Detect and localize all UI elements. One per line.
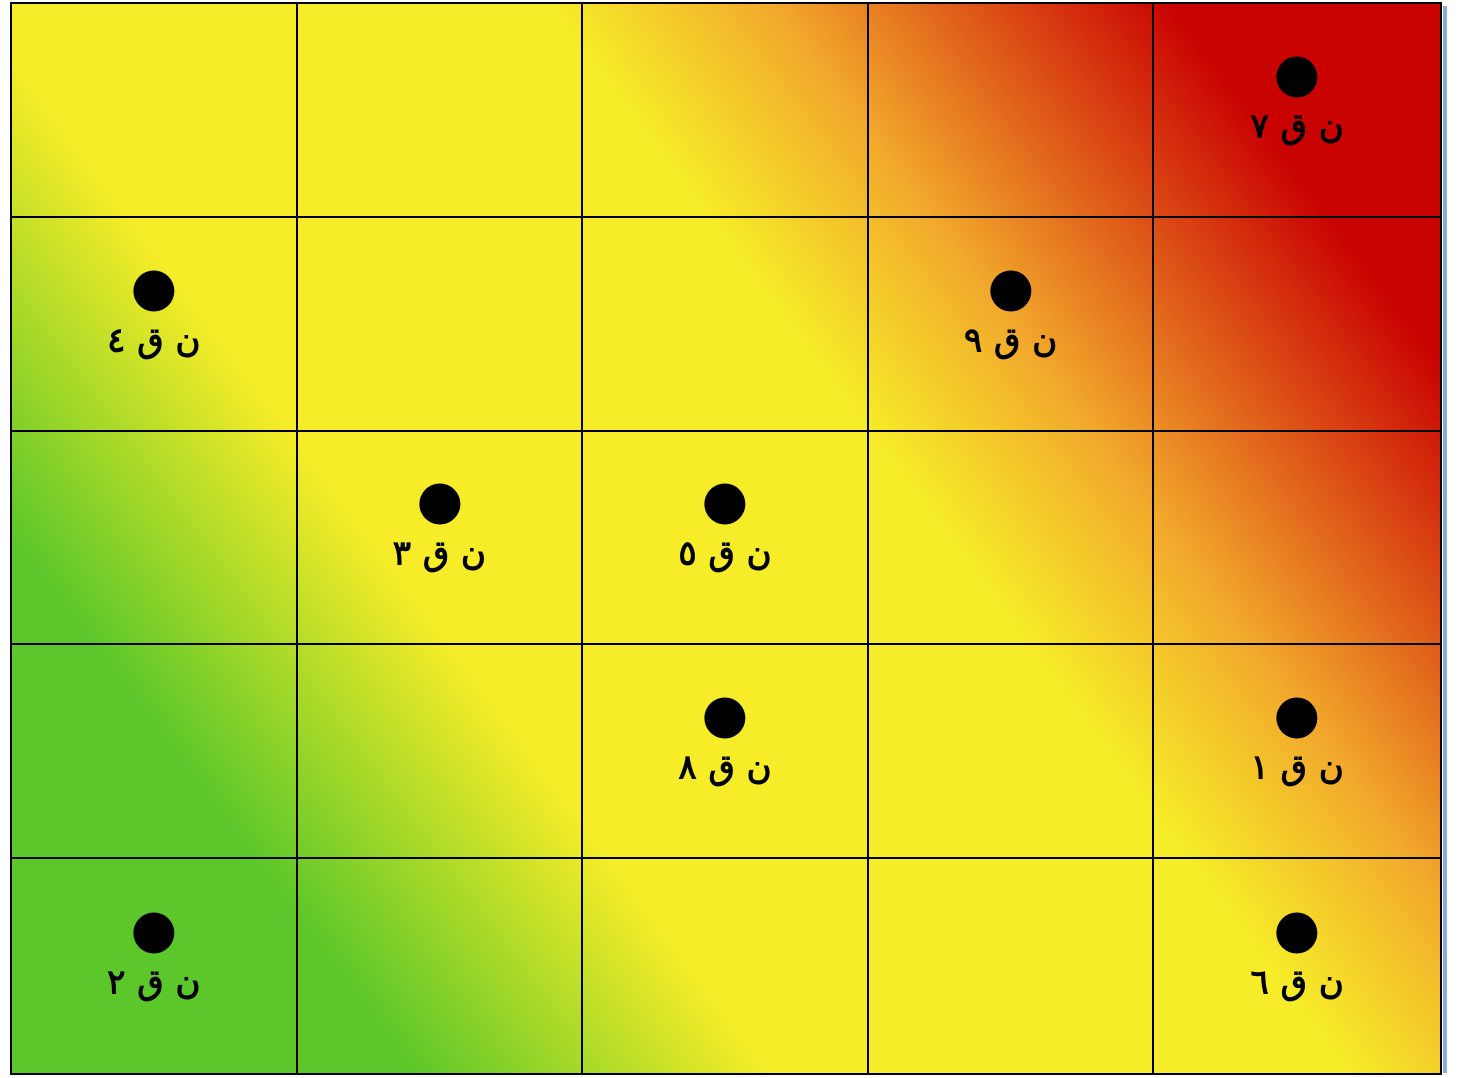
grid-cell: ن ق ١	[1154, 645, 1440, 860]
grid-cell	[583, 859, 869, 1073]
grid-cell: ن ق ٧	[1154, 4, 1440, 218]
risk-marker: ن ق ٩	[964, 270, 1057, 357]
marker-dot	[133, 912, 175, 954]
marker-dot	[1276, 912, 1318, 954]
grid-cell: ن ق ٤	[12, 217, 298, 432]
marker-label: ن ق ٨	[678, 747, 772, 788]
grid-cell	[1154, 432, 1440, 646]
grid-cell	[868, 431, 1155, 646]
grid-cell	[297, 217, 584, 432]
risk-marker: ن ق ٨	[678, 697, 772, 788]
grid-cell	[12, 431, 298, 646]
grid-cell	[869, 859, 1155, 1073]
heatmap-gradient-background	[12, 4, 1440, 1073]
risk-marker: ن ق ٧	[1251, 56, 1344, 143]
grid-cell	[583, 217, 869, 432]
grid-cell: ن ق ٣	[297, 431, 584, 646]
marker-dot	[704, 483, 746, 525]
marker-dot	[418, 483, 460, 525]
risk-marker: ن ق ١	[1250, 697, 1344, 788]
marker-label: ن ق ٦	[1250, 962, 1344, 1003]
grid-cell	[297, 4, 584, 218]
risk-marker: ن ق ٦	[1250, 912, 1344, 1003]
grid-cell: ن ق ٦	[1154, 859, 1440, 1073]
grid-cell: ن ق ٨	[583, 645, 869, 860]
grid-cell	[1154, 218, 1440, 432]
grid-cell	[12, 4, 298, 218]
grid-cell	[868, 4, 1155, 218]
grid-cell: ن ق ٥	[583, 431, 869, 646]
risk-marker: ن ق ٢	[107, 912, 201, 1003]
grid-cell	[12, 645, 298, 860]
page-edge-line	[1443, 6, 1447, 1073]
marker-label: ن ق ٩	[963, 320, 1058, 361]
risk-heatmap: ن ق ٧ ن ق ٤ ن ق ٩ ن ق ٣ ن ق ٥ ن ق ٨ ن ق ١ ن ق ٢…	[10, 2, 1442, 1075]
marker-dot	[1276, 56, 1318, 98]
risk-marker: ن ق ٤	[107, 270, 200, 357]
marker-label: ن ق ٣	[392, 533, 487, 574]
marker-label: ن ق ١	[1250, 747, 1344, 788]
marker-dot	[704, 697, 746, 739]
grid-cell	[297, 645, 584, 860]
heatmap-grid: ن ق ٧ ن ق ٤ ن ق ٩ ن ق ٣ ن ق ٥ ن ق ٨ ن ق ١ ن ق ٢…	[12, 4, 1440, 1073]
risk-marker: ن ق ٥	[678, 483, 772, 574]
grid-cell: ن ق ٢	[12, 859, 298, 1073]
grid-cell	[298, 859, 584, 1073]
marker-label: ن ق ٥	[678, 533, 772, 574]
marker-dot	[1276, 697, 1318, 739]
marker-label: ن ق ٧	[1250, 106, 1344, 147]
risk-marker: ن ق ٣	[392, 483, 487, 574]
grid-cell: ن ق ٩	[868, 217, 1155, 432]
marker-label: ن ق ٢	[107, 962, 201, 1003]
marker-dot	[133, 270, 175, 312]
grid-cell	[868, 645, 1155, 860]
marker-dot	[990, 270, 1032, 312]
marker-label: ن ق ٤	[107, 320, 201, 361]
grid-cell	[583, 4, 869, 218]
heatmap-gradient-fill	[12, 4, 1440, 1073]
